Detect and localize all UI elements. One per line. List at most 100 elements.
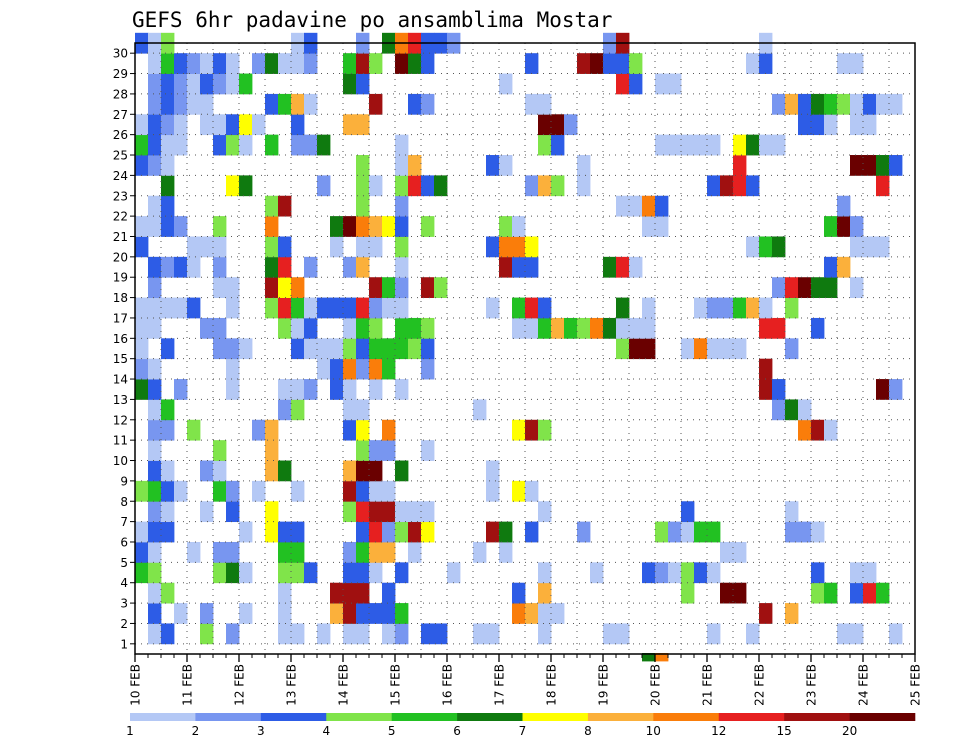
heatmap-cell — [200, 317, 214, 339]
x-tick-label: 20 FEB — [649, 664, 663, 706]
y-tick-label: 5 — [120, 556, 128, 570]
heatmap-cell — [759, 603, 773, 624]
heatmap-cell — [512, 419, 526, 441]
chart-title: GEFS 6hr padavine po ansamblima Mostar — [132, 8, 612, 32]
x-tick-label: 22 FEB — [753, 664, 767, 706]
heatmap-cell — [356, 623, 370, 645]
heatmap-cell — [538, 297, 552, 319]
heatmap-cell — [148, 134, 162, 156]
heatmap-cell — [161, 297, 175, 319]
heatmap-cell — [174, 53, 188, 74]
colorbar-label: 6 — [453, 724, 461, 738]
heatmap-cell — [213, 277, 227, 298]
heatmap-cell — [239, 562, 253, 584]
y-tick-label: 17 — [113, 311, 128, 325]
heatmap-cell — [577, 155, 591, 176]
heatmap-cell — [564, 317, 578, 339]
heatmap-cell — [512, 317, 526, 339]
heatmap-cell — [174, 216, 188, 237]
heatmap-cell — [278, 277, 292, 298]
heatmap-cell — [291, 521, 305, 543]
heatmap-cell — [395, 562, 409, 584]
heatmap-cell — [135, 562, 149, 584]
heatmap-cell — [889, 623, 903, 645]
heatmap-cell — [317, 175, 331, 197]
heatmap-cell — [135, 155, 149, 176]
heatmap-cell — [356, 603, 370, 624]
heatmap-cell — [395, 603, 409, 624]
heatmap-cell — [551, 175, 565, 197]
colorbar: 1 2 3 4 5 6 7 8 10 12 15 20 — [126, 713, 916, 738]
heatmap-cell — [174, 603, 188, 624]
colorbar-label: 10 — [646, 724, 661, 738]
colorbar-label: 4 — [322, 724, 330, 738]
heatmap-cell — [538, 501, 552, 523]
colorbar-label: 8 — [584, 724, 592, 738]
heatmap-cell — [148, 521, 162, 543]
heatmap-cell — [668, 134, 682, 156]
heatmap-cell — [512, 582, 526, 604]
colorbar-label: 7 — [519, 724, 527, 738]
heatmap-cell — [395, 317, 409, 339]
heatmap-cell — [850, 562, 864, 584]
heatmap-cell — [720, 175, 734, 197]
heatmap-cell — [226, 501, 240, 523]
heatmap-cell — [369, 277, 383, 298]
heatmap-cell — [304, 93, 318, 115]
colorbar-label: 3 — [257, 724, 265, 738]
heatmap-cell — [226, 277, 240, 298]
heatmap-cell — [304, 134, 318, 156]
heatmap-cell — [759, 379, 773, 400]
heatmap-cell — [473, 541, 487, 563]
heatmap-cell — [369, 93, 383, 115]
heatmap-cell — [655, 521, 669, 543]
heatmap-cell — [161, 256, 175, 278]
heatmap-cell — [265, 134, 279, 156]
heatmap-cell — [135, 236, 149, 258]
heatmap-cell — [525, 419, 539, 441]
heatmap-cell — [161, 623, 175, 645]
colorbar-swatch — [522, 713, 589, 721]
heatmap-cell — [356, 521, 370, 543]
x-tick-label: 25 FEB — [909, 664, 923, 706]
colorbar-swatch — [653, 713, 720, 721]
heatmap-cell — [317, 134, 331, 156]
heatmap-cell — [161, 134, 175, 156]
heatmap-cell — [421, 521, 435, 543]
heatmap-cell — [239, 114, 253, 136]
heatmap-cell — [408, 93, 422, 115]
heatmap-cell — [681, 338, 695, 360]
y-tick-label: 6 — [120, 535, 128, 549]
heatmap-cell — [356, 256, 370, 278]
heatmap-cell — [668, 73, 682, 95]
heatmap-cell — [837, 256, 851, 278]
heatmap-cell — [369, 297, 383, 319]
heatmap-cell — [200, 623, 214, 645]
heatmap-cell — [369, 317, 383, 339]
heatmap-cell — [161, 114, 175, 136]
heatmap-cell — [850, 93, 864, 115]
heatmap-cell — [343, 53, 357, 74]
heatmap-cell — [135, 134, 149, 156]
heatmap-cell — [850, 236, 864, 258]
heatmap-cell — [733, 134, 747, 156]
heatmap-cell — [837, 93, 851, 115]
heatmap-cell — [746, 175, 760, 197]
heatmap-cell — [265, 440, 279, 461]
heatmap-cell — [226, 297, 240, 319]
heatmap-cell — [824, 114, 838, 136]
colorbar-swatch — [130, 713, 196, 721]
heatmap-cell — [382, 582, 396, 604]
y-tick-label: 7 — [120, 515, 128, 529]
heatmap-cell — [850, 277, 864, 298]
heatmap-cell — [421, 53, 435, 74]
heatmap-cell — [538, 623, 552, 645]
heatmap-cell — [278, 460, 292, 482]
heatmap-cell — [278, 93, 292, 115]
heatmap-cell — [408, 521, 422, 543]
heatmap-cell — [213, 256, 227, 278]
heatmap-cell — [148, 460, 162, 482]
heatmap-cell — [395, 623, 409, 645]
heatmap-cell — [655, 216, 669, 237]
y-tick-label: 4 — [120, 576, 128, 590]
